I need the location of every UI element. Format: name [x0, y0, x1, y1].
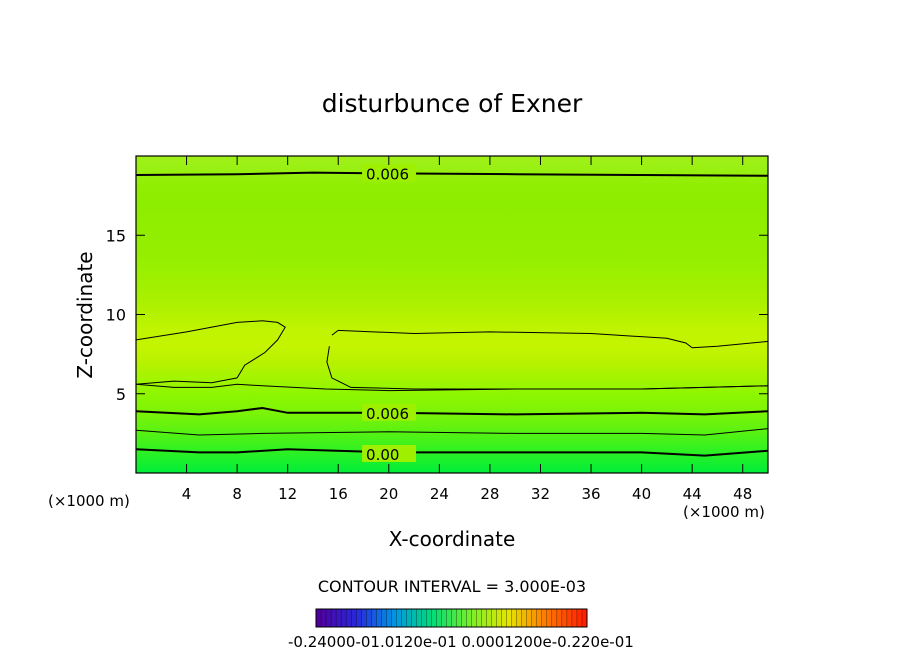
colorbar-cell — [441, 608, 447, 628]
contour-interval-text: CONTOUR INTERVAL = 3.000E-03 — [318, 577, 586, 596]
colorbar-cell — [320, 608, 327, 628]
colorbar-cell — [361, 608, 367, 628]
contour-label: 0.006 — [366, 165, 409, 183]
colorbar-cell — [546, 608, 553, 628]
colorbar-cell — [466, 608, 473, 628]
colorbar-cell — [421, 608, 427, 628]
contour-label: 0.00 — [366, 446, 399, 464]
y-tick-label: 5 — [116, 385, 126, 404]
x-tick-label: 44 — [683, 485, 702, 503]
colorbar-cell — [386, 608, 392, 628]
colorbar-frame — [315, 608, 588, 628]
contour-line-closed — [136, 320, 286, 385]
x-tick-label: 16 — [329, 485, 348, 503]
contour-label: 0.006 — [366, 405, 409, 423]
colorbar-cell — [576, 608, 583, 628]
colorbar-cell — [446, 608, 452, 628]
colorbar-cells — [315, 608, 588, 628]
contour-label-bg — [362, 403, 417, 421]
colorbar-cell — [486, 608, 493, 628]
colorbar-cell — [526, 608, 533, 628]
colorbar-cell — [556, 608, 563, 628]
y-tick-label: 10 — [106, 306, 126, 325]
colorbar-cell — [541, 608, 548, 628]
colorbar-cell — [561, 608, 568, 628]
colorbar-cell — [451, 608, 457, 628]
y-tick-label: 15 — [106, 226, 126, 245]
colorbar-cell — [506, 608, 513, 628]
colorbar-cell — [521, 608, 528, 628]
colorbar-cell — [501, 608, 508, 628]
contour-line — [136, 406, 768, 416]
colorbar-cell — [315, 608, 322, 628]
contour-label-bg — [362, 164, 417, 182]
colorbar-cell — [571, 608, 578, 628]
colorbar-cell — [376, 608, 382, 628]
x-tick-label: 36 — [581, 485, 600, 503]
x-tick-label: 32 — [531, 485, 550, 503]
colorbar-cell — [355, 608, 362, 628]
colorbar-cell — [516, 608, 523, 628]
colorbar-cell — [511, 608, 518, 628]
colorbar-tick-labels: -0.24000-01.0120e-01 0.0001200e-0.220e-0… — [288, 633, 634, 651]
colorbar-cell — [496, 608, 503, 628]
x-tick-label: 4 — [182, 485, 192, 503]
colorbar-cell — [381, 608, 387, 628]
colorbar-cell — [335, 608, 342, 628]
colorbar-cell — [481, 608, 488, 628]
colorbar-cell — [411, 608, 417, 628]
colorbar-cell — [401, 608, 407, 628]
colorbar-cell — [340, 608, 347, 628]
x-tick-label: 40 — [632, 485, 651, 503]
colorbar-cell — [396, 608, 402, 628]
colorbar-cell — [426, 608, 432, 628]
x-tick-label: 48 — [733, 485, 752, 503]
colorbar-cell — [345, 608, 352, 628]
contour-line — [136, 428, 768, 436]
colorbar-cell — [371, 608, 377, 628]
chart-title: disturbunce of Exner — [322, 89, 583, 118]
colorbar-cell — [456, 608, 462, 628]
x-tick-label: 20 — [379, 485, 398, 503]
colorbar-cell — [551, 608, 558, 628]
colorbar-cell — [471, 608, 478, 628]
y-axis-label: Z-coordinate — [73, 251, 97, 378]
colorbar-cell — [436, 608, 442, 628]
colorbar-cell — [461, 608, 468, 628]
x-ticks: 4 8 12 16 20 24 28 32 36 40 44 48 — [182, 156, 752, 503]
colorbar-cell — [431, 608, 437, 628]
colorbar-cell — [491, 608, 498, 628]
colorbar-cell — [531, 608, 538, 628]
colorbar-cell — [416, 608, 422, 628]
contour-label-layer: 0.006 0.006 0.00 — [362, 164, 417, 464]
x-unit-left: (×1000 m) — [48, 492, 130, 510]
x-unit-right: (×1000 m) — [683, 503, 765, 521]
colorbar: -0.24000-01.0120e-01 0.0001200e-0.220e-0… — [288, 608, 634, 651]
colorbar-cell — [325, 608, 332, 628]
contour-line-closed — [326, 329, 768, 390]
x-tick-label: 8 — [232, 485, 242, 503]
y-ticks: 5 10 15 — [106, 226, 768, 404]
color-field — [136, 156, 768, 473]
colorbar-cell — [391, 608, 397, 628]
x-axis-label: X-coordinate — [389, 527, 516, 551]
colorbar-cell — [366, 608, 372, 628]
colorbar-cell — [476, 608, 483, 628]
colorbar-cell — [566, 608, 573, 628]
x-tick-label: 24 — [430, 485, 449, 503]
x-tick-label: 12 — [278, 485, 297, 503]
contour-label-bg — [362, 444, 417, 462]
colorbar-cell — [536, 608, 543, 628]
colorbar-cell — [406, 608, 412, 628]
x-tick-label: 28 — [480, 485, 499, 503]
colorbar-cell — [350, 608, 357, 628]
colorbar-cell — [330, 608, 337, 628]
